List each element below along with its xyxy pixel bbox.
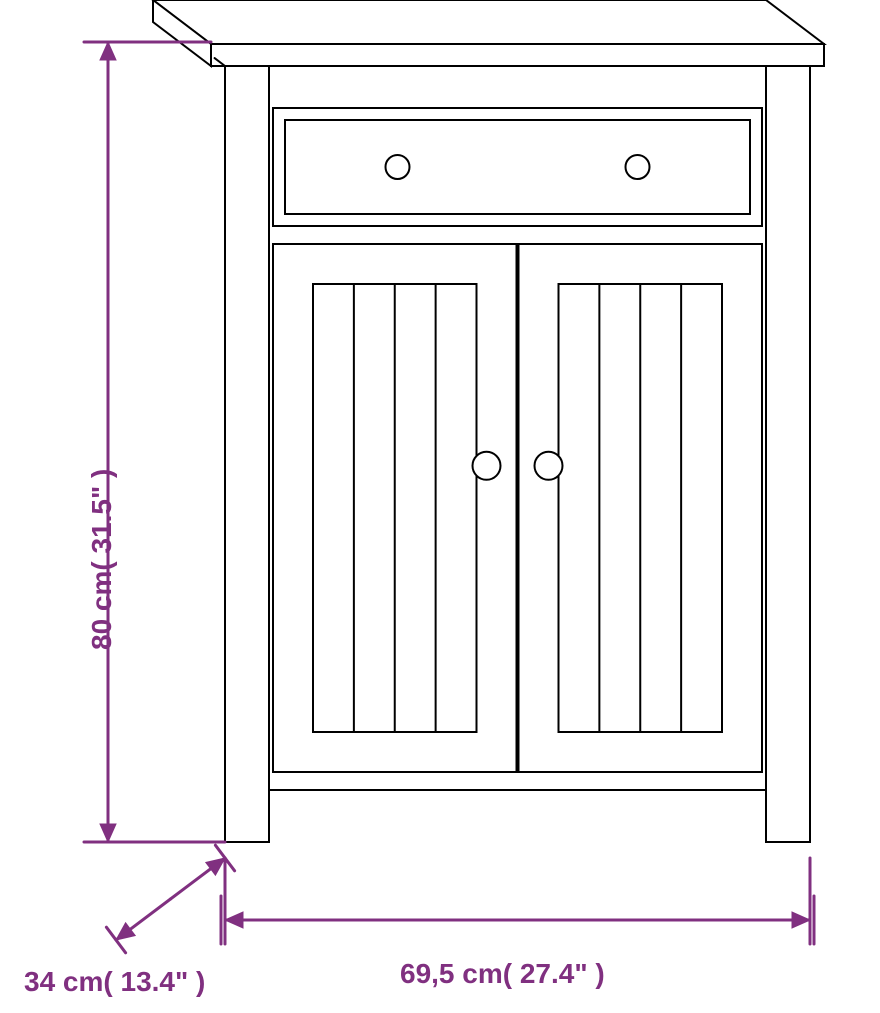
width-dimension-label: 69,5 cm( 27.4" ) xyxy=(400,958,605,990)
diagram-stage: 80 cm( 31.5" ) 34 cm( 13.4" ) 69,5 cm( 2… xyxy=(0,0,880,1013)
diagram-svg xyxy=(0,0,880,1013)
height-dimension-label: 80 cm( 31.5" ) xyxy=(86,469,118,650)
depth-dimension-label: 34 cm( 13.4" ) xyxy=(24,966,205,998)
